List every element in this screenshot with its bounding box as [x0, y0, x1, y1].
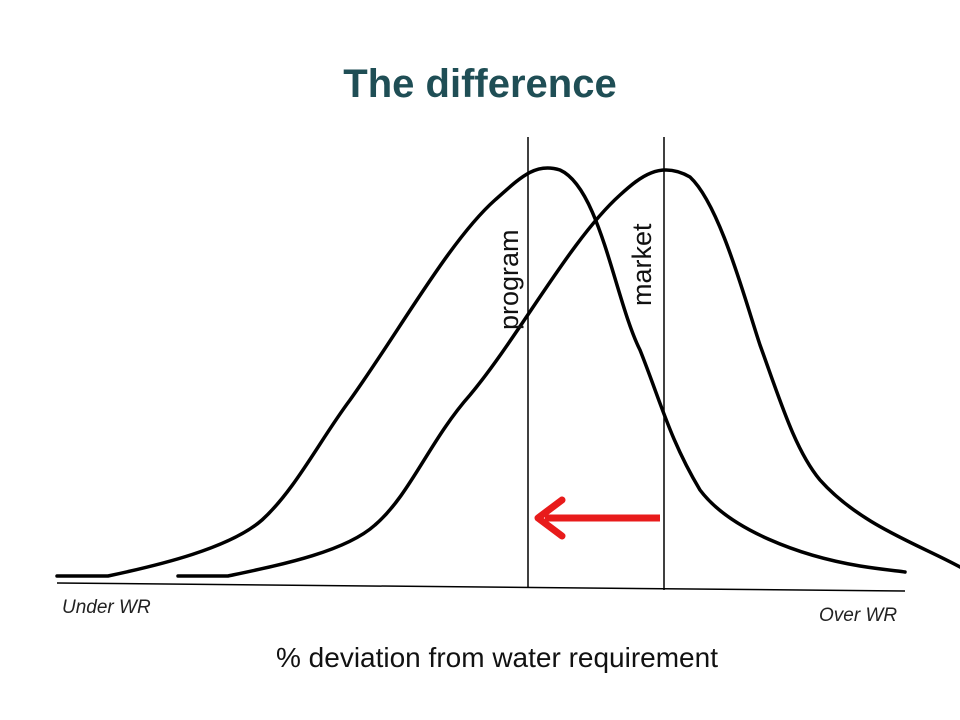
- x-axis-line: [56, 582, 906, 592]
- market-curve: [176, 168, 960, 578]
- program-label: program: [494, 229, 524, 330]
- x-axis-label: % deviation from water requirement: [276, 642, 718, 673]
- shift-arrow: [534, 496, 660, 540]
- page-title: The difference: [343, 62, 617, 106]
- program-curve: [55, 166, 907, 578]
- market-label: market: [627, 223, 657, 306]
- over-wr-label: Over WR: [819, 605, 897, 626]
- under-wr-label: Under WR: [62, 597, 151, 618]
